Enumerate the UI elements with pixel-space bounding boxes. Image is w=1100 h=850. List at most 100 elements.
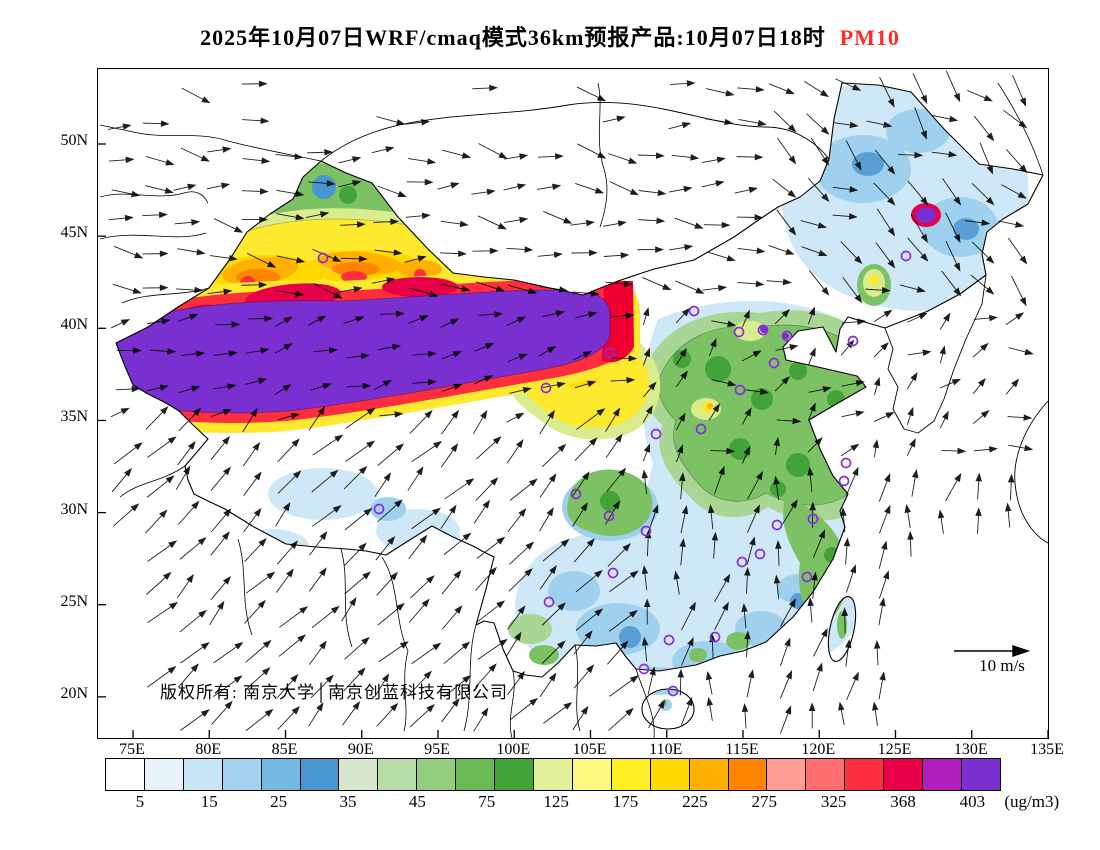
wind-arrow <box>711 379 737 387</box>
wind-arrow <box>907 530 914 557</box>
wind-arrow <box>506 246 534 253</box>
wind-arrow <box>832 121 859 129</box>
wind-arrow <box>309 531 328 556</box>
wind-arrow <box>714 573 731 603</box>
wind-arrow <box>173 183 197 191</box>
wind-arrow <box>808 702 816 729</box>
wind-arrow <box>638 217 666 224</box>
wind-scale-label: 10 m/s <box>979 656 1025 675</box>
region-ne-deepblue <box>852 152 884 176</box>
wind-arrow <box>537 183 562 191</box>
wind-arrow <box>180 350 206 358</box>
wind-arrow <box>145 185 174 194</box>
wind-arrow <box>572 290 600 297</box>
wind-arrow <box>405 212 431 220</box>
wind-arrow <box>679 537 686 566</box>
wind-arrow <box>507 507 527 533</box>
city-marker <box>373 503 385 515</box>
wind-arrow <box>404 255 427 263</box>
wind-arrow <box>637 246 664 253</box>
wind-arrow <box>276 540 299 565</box>
wind-arrow <box>440 318 460 328</box>
wind-arrow <box>707 504 715 530</box>
wind-arrow <box>542 381 566 389</box>
wind-arrow <box>611 355 638 362</box>
wind-arrow <box>506 316 527 326</box>
region-east-darkgreen <box>770 481 786 497</box>
wind-arrow <box>840 241 863 265</box>
lat-tick-label: 30N <box>60 500 88 518</box>
wind-arrow <box>342 701 361 726</box>
city-marker <box>807 513 819 525</box>
wind-arrow <box>476 600 506 623</box>
wind-arrow <box>241 188 269 195</box>
wind-arrow <box>812 529 826 558</box>
wind-arrow <box>668 186 693 193</box>
region-east-darkgreen <box>705 356 731 382</box>
wind-arrow <box>808 177 830 203</box>
wind-arrow <box>276 290 305 297</box>
wind-arrow <box>378 343 402 351</box>
wind-arrow <box>146 475 175 498</box>
colorbar-cell <box>650 759 690 790</box>
wind-arrow <box>642 405 653 423</box>
wind-arrow <box>379 411 404 418</box>
wind-arrow <box>539 286 569 293</box>
city-markers-layer <box>317 250 912 697</box>
wind-arrow <box>213 641 244 664</box>
wind-arrow <box>542 538 570 562</box>
taiwan-island-outline <box>827 596 857 662</box>
region-east-darkgreen <box>786 453 810 477</box>
wind-arrow <box>274 343 293 354</box>
wind-arrow <box>277 438 300 463</box>
region-west-yellow-core <box>181 265 205 293</box>
wind-arrow <box>876 208 896 237</box>
region-belt-east-red-band <box>602 281 634 363</box>
india-line-3 <box>340 548 353 648</box>
wind-arrow <box>443 674 472 698</box>
wind-arrow <box>741 309 750 328</box>
wind-arrow <box>116 347 142 354</box>
wind-arrow <box>248 315 274 322</box>
wind-arrow <box>746 669 755 698</box>
wind-arrow <box>142 211 168 219</box>
wind-arrow <box>972 377 986 395</box>
colorbar-cell <box>533 759 573 790</box>
wind-arrow <box>146 384 169 392</box>
region-ne-yellow-spot <box>869 275 879 285</box>
wind-arrow <box>147 540 178 562</box>
wind-arrow <box>701 180 725 188</box>
wind-arrow <box>411 642 442 665</box>
wind-arrow <box>772 178 797 198</box>
wind-arrow <box>309 567 327 592</box>
wind-arrow <box>412 350 437 358</box>
wind-arrow <box>637 152 665 159</box>
wind-arrow <box>945 240 961 272</box>
wind-arrow <box>344 571 371 595</box>
wind-arrow <box>375 535 396 561</box>
city-marker <box>570 488 582 500</box>
wind-arrow <box>506 439 524 464</box>
colorbar-cell <box>417 759 457 790</box>
wind-arrow <box>210 531 230 556</box>
wind-arrow <box>178 500 200 525</box>
wind-arrow <box>813 627 828 657</box>
region-beijing-purple-spot <box>783 333 789 339</box>
coastline-borders <box>99 82 1048 738</box>
wind-arrow <box>277 673 299 698</box>
wind-arrow <box>602 115 626 123</box>
region-tibet-lightblue <box>268 468 378 520</box>
korea-coastline <box>884 274 987 434</box>
wind-arrow <box>475 281 506 292</box>
wind-arrow <box>1011 275 1027 307</box>
wind-arrow <box>945 472 962 502</box>
wind-arrow <box>873 309 893 323</box>
wind-arrow <box>441 570 462 595</box>
wind-arrow <box>705 88 735 97</box>
wind-arrow <box>972 409 990 424</box>
lon-tick-label: 110E <box>649 741 683 758</box>
wind-arrow <box>243 471 262 496</box>
wind-arrow <box>603 252 630 259</box>
wind-arrow <box>472 84 498 92</box>
colorbar-labels: (ug/m3) 5 15 25 35 45 75 125 175 225 275 325 368 403 <box>105 792 1060 816</box>
